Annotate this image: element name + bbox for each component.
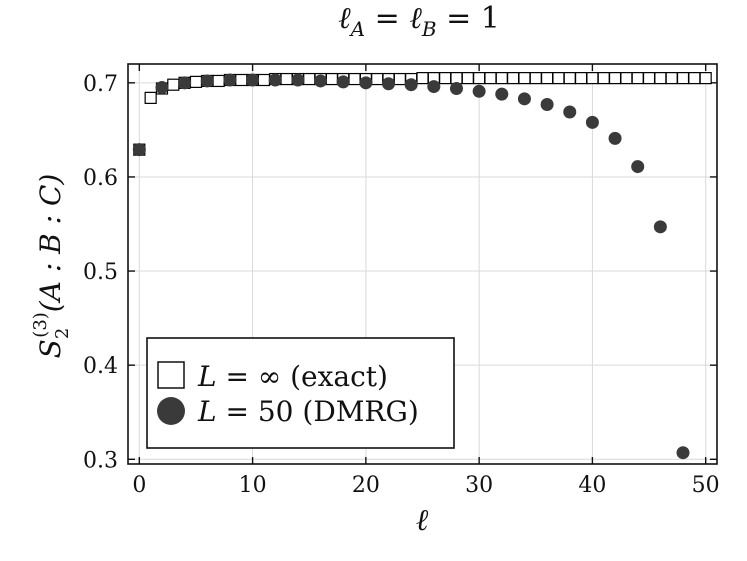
data-point-exact <box>303 72 316 86</box>
data-point-exact <box>665 72 678 85</box>
legend-label-dmrg: L = 50 (DMRG) <box>197 395 419 428</box>
data-point-exact <box>608 72 622 85</box>
data-point-exact <box>688 72 701 85</box>
data-point-exact <box>642 72 656 85</box>
data-point-dmrg <box>653 220 667 234</box>
data-point-exact <box>212 74 225 88</box>
data-point-dmrg <box>676 446 690 460</box>
axis-ticks <box>128 64 717 464</box>
y-tick-label: 0.6 <box>83 166 118 191</box>
data-point-dmrg <box>223 73 237 87</box>
data-point-dmrg <box>382 77 396 91</box>
x-tick-label: 40 <box>578 473 606 498</box>
data-point-dmrg <box>472 84 486 98</box>
x-tick-label: 20 <box>352 473 380 498</box>
data-point-exact <box>552 72 565 85</box>
data-point-exact <box>439 72 452 85</box>
data-point-dmrg <box>404 78 418 92</box>
plot-frame <box>127 63 718 465</box>
data-point-exact <box>699 72 712 85</box>
data-point-dmrg <box>178 76 192 90</box>
data-point-exact <box>654 72 667 85</box>
y-axis-label: S2(3)(A : B : C) <box>30 174 73 359</box>
series-dmrg <box>132 73 690 460</box>
x-tick-label: 10 <box>239 473 267 498</box>
data-point-exact <box>450 72 463 85</box>
data-point-dmrg <box>517 92 531 106</box>
data-point-dmrg <box>359 76 373 90</box>
data-point-dmrg <box>427 80 441 94</box>
data-point-dmrg <box>563 105 577 119</box>
y-tick-label: 0.5 <box>83 260 118 285</box>
data-point-exact <box>144 91 157 104</box>
data-point-exact <box>167 78 180 91</box>
y-tick-labels: 0.3 0.4 0.5 0.6 0.7 <box>83 72 118 473</box>
data-point-dmrg <box>268 73 282 87</box>
data-point-exact <box>495 72 508 85</box>
data-point-dmrg <box>291 73 305 87</box>
data-point-exact <box>235 73 248 87</box>
x-tick-label: 50 <box>692 473 720 498</box>
data-point-exact <box>676 72 690 85</box>
data-point-exact <box>348 72 361 86</box>
data-point-dmrg <box>132 143 146 157</box>
data-point-exact <box>563 72 576 85</box>
data-point-exact <box>280 72 293 86</box>
legend-label-exact: L = ∞ (exact) <box>197 360 388 393</box>
data-point-exact <box>574 72 588 85</box>
data-point-dmrg <box>200 74 214 88</box>
data-point-exact <box>371 72 384 86</box>
data-point-exact <box>257 73 271 87</box>
data-point-exact <box>393 72 406 86</box>
data-point-exact <box>473 72 486 85</box>
x-tick-labels: 0 10 20 30 40 50 <box>132 473 719 498</box>
data-point-exact <box>586 72 599 85</box>
x-tick-label: 0 <box>132 473 146 498</box>
legend: L = ∞ (exact) L = 50 (DMRG) <box>146 337 455 449</box>
data-point-dmrg <box>336 75 350 89</box>
legend-marker-exact <box>157 361 185 389</box>
data-point-exact <box>189 75 203 88</box>
x-axis-label: ℓ <box>416 503 429 538</box>
data-point-exact <box>416 72 429 85</box>
data-point-exact <box>620 72 633 85</box>
data-point-exact <box>540 72 554 85</box>
data-point-exact <box>518 72 531 85</box>
data-point-exact <box>484 72 497 85</box>
x-tick-label: 30 <box>465 473 493 498</box>
data-point-dmrg <box>585 115 599 129</box>
data-point-exact <box>461 72 474 85</box>
chart-title: ℓA = ℓB = 1 <box>338 1 500 41</box>
data-point-dmrg <box>540 97 554 111</box>
data-point-dmrg <box>608 131 622 145</box>
series-exact <box>133 72 712 156</box>
legend-marker-dmrg <box>157 397 185 425</box>
data-point-dmrg <box>631 160 645 174</box>
data-point-exact <box>529 72 542 85</box>
y-tick-label: 0.4 <box>83 354 118 379</box>
data-point-dmrg <box>246 73 260 87</box>
data-point-exact <box>325 72 338 86</box>
data-point-dmrg <box>314 74 328 88</box>
data-point-exact <box>597 72 610 85</box>
data-point-dmrg <box>495 87 509 101</box>
y-tick-label: 0.7 <box>83 72 118 97</box>
data-point-exact <box>507 72 520 85</box>
y-tick-label: 0.3 <box>83 448 118 473</box>
data-point-exact <box>631 72 644 85</box>
data-point-dmrg <box>155 81 169 95</box>
data-point-dmrg <box>449 81 463 95</box>
legend-box <box>146 337 455 449</box>
